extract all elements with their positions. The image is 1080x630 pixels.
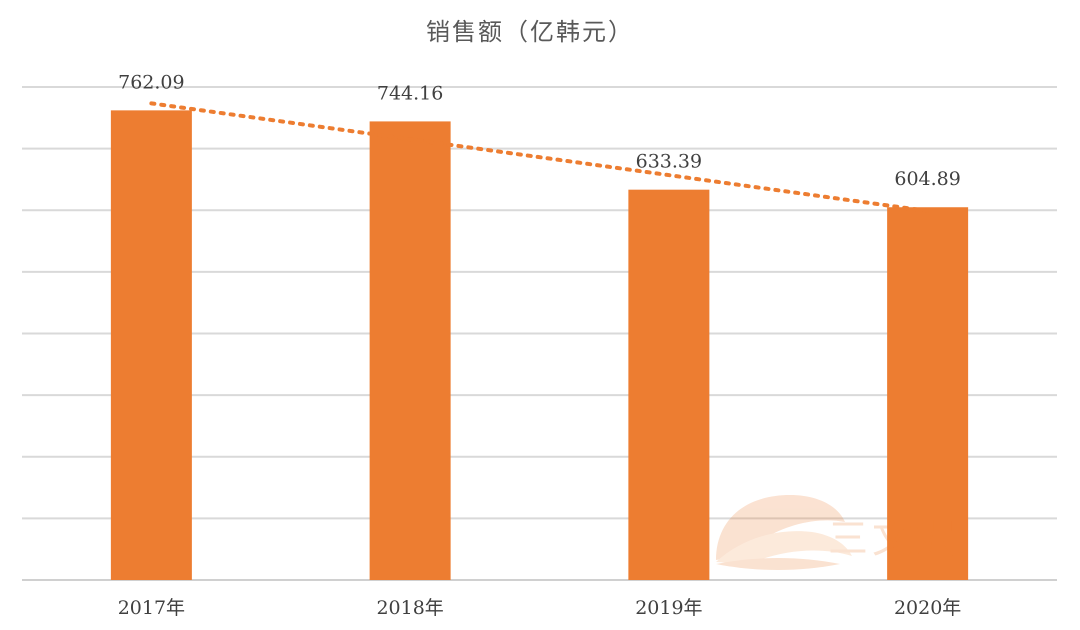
trendline-layer	[149, 101, 930, 214]
x-tick-label: 2018年	[376, 597, 443, 619]
x-tick-label: 2019年	[635, 597, 702, 619]
bar-2017年	[110, 110, 192, 581]
bars	[110, 110, 969, 581]
watermark-logo: 三文娱	[716, 495, 960, 570]
bar-2020年	[887, 207, 969, 580]
watermark-text: 三文娱	[828, 516, 960, 562]
x-axis-tick-labels: 2017年 2018年 2019年 2020年	[118, 597, 962, 619]
data-label: 762.09	[118, 71, 184, 93]
gridlines	[22, 86, 1057, 581]
data-labels: 762.09 744.16 633.39 604.89	[118, 71, 961, 190]
data-label: 604.89	[894, 168, 960, 190]
chart-title: 销售额（亿韩元）	[426, 18, 634, 46]
bar-2019年	[628, 189, 710, 581]
data-label: 633.39	[636, 151, 702, 173]
watermark-leaf-icon	[716, 495, 852, 570]
bar-2018年	[369, 121, 451, 580]
x-tick-label: 2020年	[894, 597, 961, 619]
data-label: 744.16	[377, 82, 443, 104]
x-tick-label: 2017年	[118, 597, 185, 619]
trendline	[149, 101, 930, 214]
